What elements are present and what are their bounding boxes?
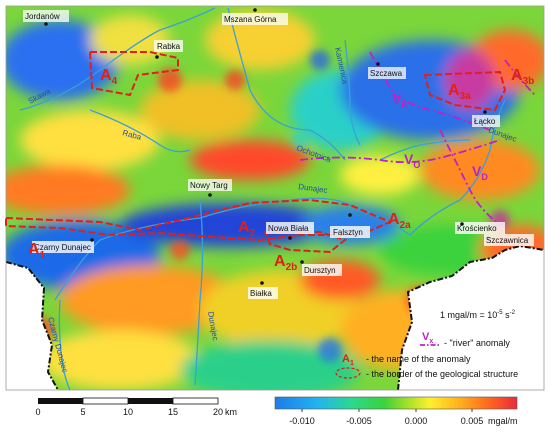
legend-river-text: - "river" anomaly <box>444 338 510 348</box>
legend-row-border: - the border of the geological structure <box>335 367 518 379</box>
scale-seg <box>38 398 83 404</box>
river-anomaly-labels: VK VO VD <box>392 91 488 182</box>
town-label: Jordanów <box>25 12 60 21</box>
anomaly-label-a2b: A2b <box>274 253 297 273</box>
town-label: Łącko <box>474 117 496 126</box>
town-falsztyn: Falsztyn <box>330 213 370 238</box>
scale-bar: 0 5 10 15 20 km <box>35 397 237 417</box>
town-bialka: Białka <box>248 281 278 299</box>
town-label: Krościenko <box>457 224 497 233</box>
legend-row-anomaly-name: A1 - the name of the anomaly <box>342 353 471 367</box>
border-a3a <box>423 70 507 112</box>
scale-tick: 0 <box>35 407 40 417</box>
legend-row-river-anomaly: Vx - "river" anomaly <box>420 331 510 348</box>
anomaly-label-a3b: A3b <box>511 67 534 87</box>
unit-note: 1 mgal/m = 10-5 s-2 <box>440 310 516 320</box>
scale-tick: 10 <box>123 407 133 417</box>
anomaly-label-a4: A4 <box>100 67 118 87</box>
town-szczawa: Szczawa <box>368 62 406 79</box>
town-kroscienko: Krościenko <box>455 222 505 234</box>
town-label: Białka <box>250 289 272 298</box>
river-anomaly-label-vd: VD <box>472 163 488 182</box>
scale-tick: 5 <box>80 407 85 417</box>
town-label: Nowa Biała <box>268 224 309 233</box>
river-label-dunajec: Dunajec <box>298 182 328 195</box>
legend-anom-text: - the name of the anomaly <box>366 354 471 364</box>
town-nowy-targ: Nowy Targ <box>188 179 232 197</box>
anomaly-label-a3a: A3a <box>448 82 471 102</box>
gradient-raster <box>6 6 544 390</box>
color-bar-gradient <box>274 396 518 410</box>
town-mszana-gorna: Mszana Górna <box>222 8 288 25</box>
town-nowa-biala: Nowa Biała <box>266 222 314 240</box>
anomaly-label-a2: A2 <box>238 219 256 239</box>
scale-seg <box>172 397 219 405</box>
scale-tick: 15 <box>168 407 178 417</box>
town-label: Szczawnica <box>486 236 529 245</box>
town-label: Rabka <box>157 42 181 51</box>
scale-seg <box>128 398 173 404</box>
river-anomaly-label-vk: VK <box>392 91 408 110</box>
anomaly-labels: A4 A3a A3b A1 A2 A2a A2b <box>28 67 534 273</box>
town-czarny-dunajec: Czarny Dunajec <box>32 238 94 253</box>
color-bar-tick: -0.005 <box>346 416 372 426</box>
legend-anom-symbol: A1 <box>342 353 354 367</box>
map-legend: 1 mgal/m = 10-5 s-2 Vx - "river" anomaly… <box>335 310 518 379</box>
scale-tick: 20 <box>213 407 223 417</box>
anomaly-label-a2a: A2a <box>388 211 411 231</box>
town-jordanow: Jordanów <box>23 10 69 26</box>
town-szczawnica: Szczawnica <box>484 234 534 246</box>
color-bar-unit: mgal/m <box>488 416 518 426</box>
towns-layer: Jordanów Mszana Górna Rabka Szczawa Łąck… <box>23 8 534 299</box>
legend-border-ellipse <box>335 367 361 379</box>
border-a4 <box>88 51 179 97</box>
scale-seg <box>82 397 129 405</box>
anomaly-label-a1: A1 <box>28 241 46 261</box>
legend-border-text: - the border of the geological structure <box>366 369 518 379</box>
town-rabka: Rabka <box>154 40 183 59</box>
town-label: Mszana Górna <box>224 15 277 24</box>
town-label: Falsztyn <box>333 228 363 237</box>
town-label: Nowy Targ <box>190 181 228 190</box>
town-label: Szczawa <box>370 69 403 78</box>
town-lacko: Łącko <box>472 110 500 127</box>
color-bar-tick: 0.000 <box>405 416 428 426</box>
river-anomaly-label-vo: VO <box>404 151 420 170</box>
legend-river-symbol: Vx <box>422 331 433 345</box>
town-dursztyn: Dursztyn <box>300 260 342 276</box>
border-a2b <box>263 231 348 254</box>
color-bar: -0.010 -0.005 0.000 0.005 mgal/m <box>274 396 518 426</box>
color-bar-tick: 0.005 <box>461 416 484 426</box>
color-bar-tick: -0.010 <box>289 416 315 426</box>
scale-unit: km <box>225 407 237 417</box>
town-label: Dursztyn <box>304 266 336 275</box>
town-label: Czarny Dunajec <box>34 243 91 252</box>
